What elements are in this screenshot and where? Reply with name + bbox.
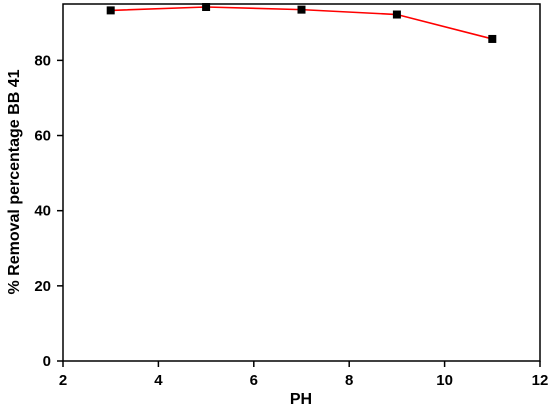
plot-area [62,3,541,362]
y-tick-label: 0 [43,353,51,370]
data-point [106,6,115,15]
x-tick-label: 6 [250,372,258,389]
data-point [202,3,211,12]
data-point [297,5,306,14]
data-point [392,10,401,19]
y-tick-label: 60 [34,128,51,145]
series-layer [106,3,497,43]
y-tick-label: 20 [34,278,51,295]
x-tick-label: 12 [532,372,549,389]
y-tick-label: 80 [34,52,51,69]
x-tick-label: 4 [154,372,163,389]
x-tick-label: 2 [59,372,67,389]
data-point [488,34,497,43]
x-tick-label: 10 [436,372,453,389]
y-tick-label: 40 [34,203,51,220]
tick-marks [57,59,541,367]
x-tick-label: 8 [345,372,353,389]
y-axis-title: % Removal percentage BB 41 [6,69,23,294]
tick-labels: 2 4 6 8 10 12 0 20 40 60 80 [34,52,548,389]
x-axis-title: PH [290,391,312,408]
